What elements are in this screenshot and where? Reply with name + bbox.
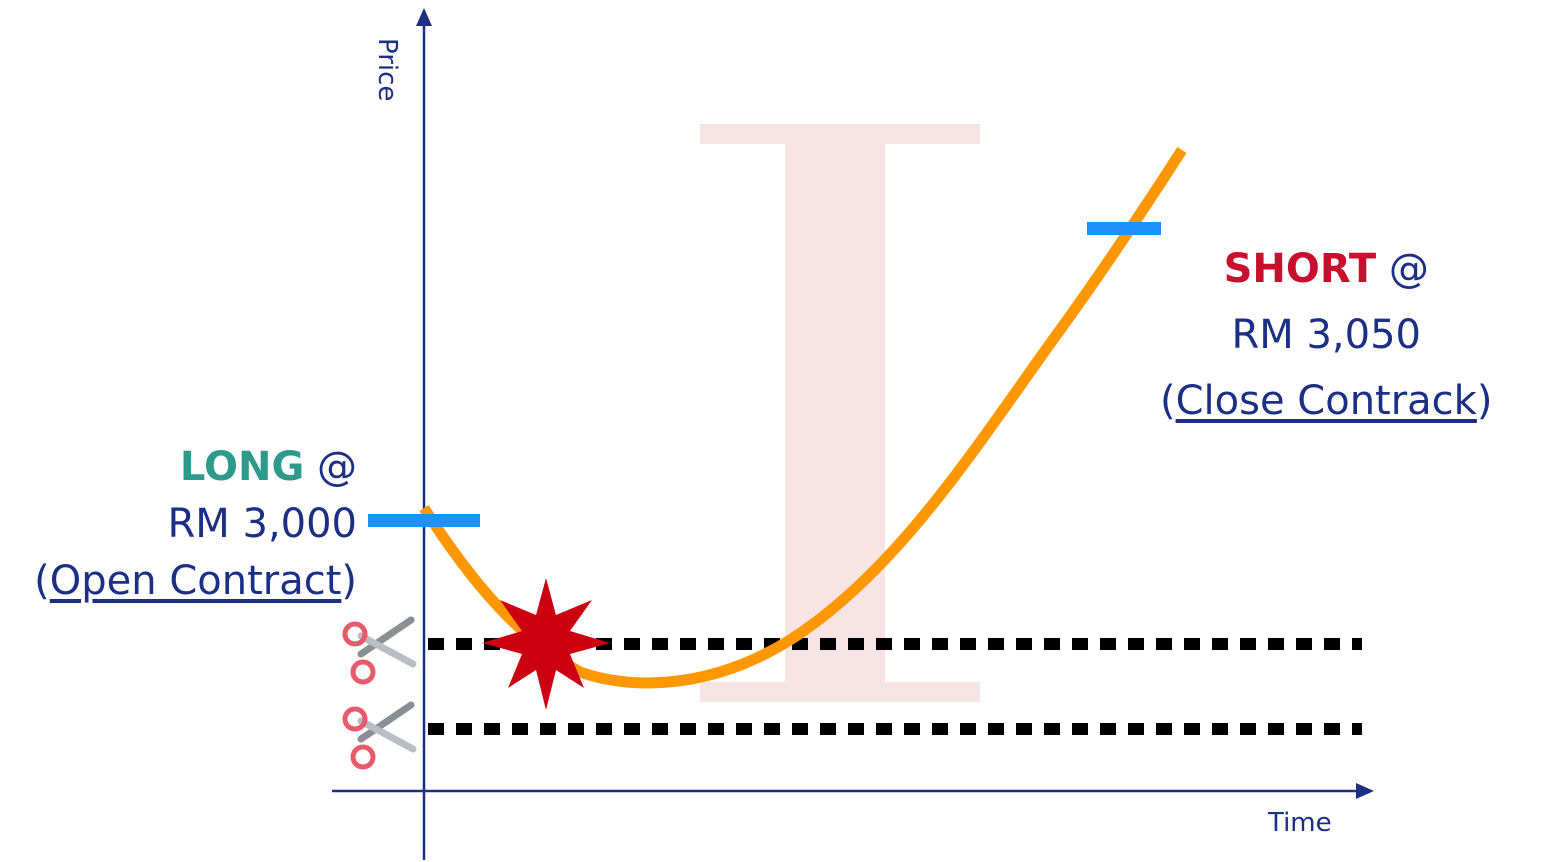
- short-label: SHORT @ RM 3,050 (Close Contrack): [1160, 245, 1492, 443]
- short-price: RM 3,050: [1231, 312, 1421, 358]
- short-keyword: SHORT: [1223, 246, 1377, 292]
- short-note-link[interactable]: Close Contrack: [1175, 378, 1477, 424]
- long-note: (Open Contract): [34, 557, 357, 614]
- scissors-icon: [342, 616, 417, 685]
- short-heading: SHORT @: [1160, 245, 1492, 311]
- long-heading: LONG @: [34, 443, 357, 500]
- short-note: (Close Contrack): [1160, 377, 1492, 443]
- short-open-paren: (: [1160, 378, 1176, 424]
- x-axis-label: Time: [1268, 808, 1332, 838]
- long-label: LONG @ RM 3,000 (Open Contract): [34, 443, 357, 614]
- long-note-link[interactable]: Open Contract: [49, 558, 342, 604]
- y-axis-arrow-icon: [416, 8, 432, 26]
- exit-marker-short: [1087, 222, 1161, 235]
- long-close-paren: ): [341, 558, 357, 604]
- y-axis-label: Price: [372, 38, 402, 102]
- x-axis-arrow-icon: [1356, 783, 1374, 799]
- long-keyword: LONG: [179, 444, 305, 490]
- long-price: RM 3,000: [167, 501, 357, 547]
- scissors-icon: [342, 701, 417, 770]
- burst-icon: [482, 578, 610, 710]
- watermark-letter: [700, 124, 980, 702]
- long-open-paren: (: [34, 558, 50, 604]
- long-at: @: [304, 444, 357, 490]
- short-at: @: [1376, 246, 1429, 292]
- short-close-paren: ): [1476, 378, 1493, 424]
- entry-marker-long: [368, 514, 480, 527]
